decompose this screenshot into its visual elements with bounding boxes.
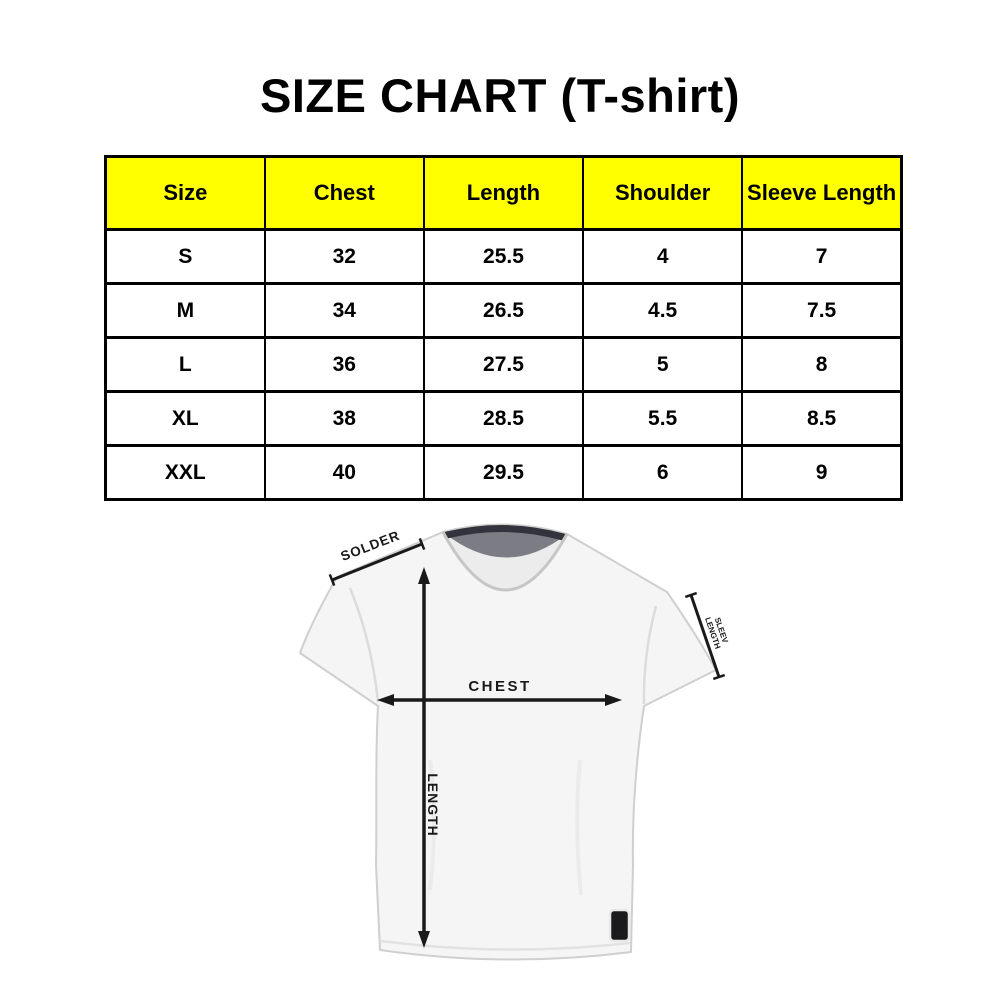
table-row-l: L 36 27.5 5 8 <box>104 336 903 393</box>
hem-seam <box>380 939 631 951</box>
cell-shoulder: 4 <box>582 228 744 285</box>
col-header-sleeve-length: Sleeve Length <box>741 155 903 231</box>
cell-length: 25.5 <box>422 228 585 285</box>
length-label: LENGTH <box>425 773 441 837</box>
sleeve-dimension-line <box>684 591 726 681</box>
cell-chest: 38 <box>263 390 425 447</box>
cell-size: XXL <box>104 444 266 501</box>
cell-chest: 32 <box>263 228 425 285</box>
tshirt-body <box>299 523 717 961</box>
wrinkle-left <box>428 759 436 891</box>
cell-length: 27.5 <box>422 336 585 393</box>
cell-size: S <box>104 228 266 285</box>
table-row-s: S 32 25.5 4 7 <box>104 228 903 285</box>
cell-length: 28.5 <box>422 390 585 447</box>
length-arrow <box>418 567 430 948</box>
arrowhead-down <box>418 931 430 948</box>
col-header-shoulder: Shoulder <box>582 155 744 231</box>
brand-tag-icon: S <box>608 908 631 943</box>
cell-sleeve-length: 7.5 <box>741 282 903 339</box>
cell-shoulder: 4.5 <box>582 282 744 339</box>
table-row-m: M 34 26.5 4.5 7.5 <box>104 282 903 339</box>
chest-arrow <box>377 694 622 706</box>
cell-length: 26.5 <box>422 282 585 339</box>
cell-chest: 40 <box>263 444 425 501</box>
arrowhead-right <box>605 694 622 706</box>
size-chart-table: Size Chest Length Shoulder Sleeve Length… <box>104 155 903 501</box>
cell-sleeve-length: 9 <box>741 444 903 501</box>
shoulder-dimension-line <box>328 537 426 587</box>
tshirt-measurement-diagram: S LENGTH CHEST SOLDER SLEEV LENGTH <box>299 523 730 961</box>
collar-rib <box>441 531 569 592</box>
collar-band <box>443 524 567 541</box>
brand-tag-glyph: S <box>614 919 625 936</box>
cell-chest: 34 <box>263 282 425 339</box>
arrowhead-up <box>418 567 430 584</box>
cell-shoulder: 5.5 <box>582 390 744 447</box>
arrowhead-left <box>377 694 394 706</box>
table-row-xl: XL 38 28.5 5.5 8.5 <box>104 390 903 447</box>
cell-size: M <box>104 282 266 339</box>
chest-label: CHEST <box>468 678 531 695</box>
armhole-seam-left <box>348 587 380 703</box>
cell-size: L <box>104 336 266 393</box>
cell-sleeve-length: 7 <box>741 228 903 285</box>
cell-sleeve-length: 8.5 <box>741 390 903 447</box>
col-header-chest: Chest <box>263 155 425 231</box>
col-header-length: Length <box>422 155 585 231</box>
cell-shoulder: 5 <box>582 336 744 393</box>
table-row-xxl: XXL 40 29.5 6 9 <box>104 444 903 501</box>
col-header-size: Size <box>104 155 266 231</box>
armhole-seam-right <box>642 605 658 705</box>
cell-shoulder: 6 <box>582 444 744 501</box>
cell-chest: 36 <box>263 336 425 393</box>
cell-length: 29.5 <box>422 444 585 501</box>
page-title: SIZE CHART (T-shirt) <box>260 69 740 122</box>
wrinkle-right <box>575 759 583 896</box>
cell-size: XL <box>104 390 266 447</box>
table-header-row: Size Chest Length Shoulder Sleeve Length <box>104 155 903 231</box>
cell-sleeve-length: 8 <box>741 336 903 393</box>
